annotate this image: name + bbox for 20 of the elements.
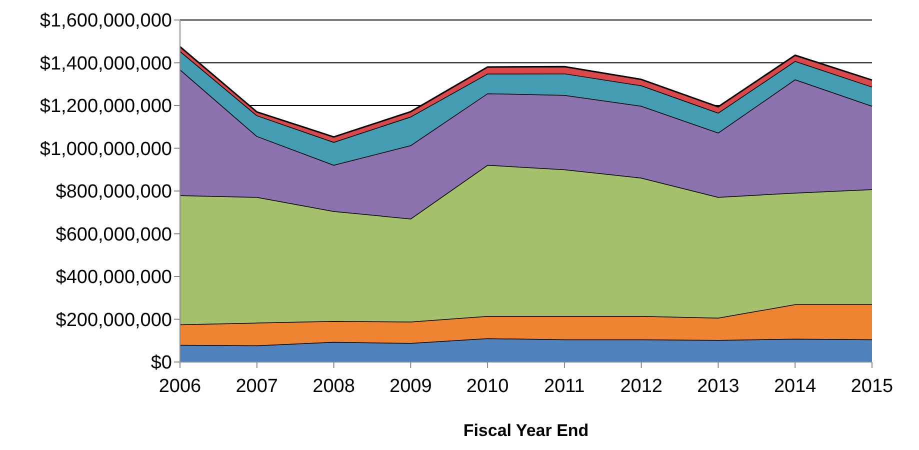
y-tick-label: $600,000,000: [56, 224, 172, 246]
x-axis-title: Fiscal Year End: [463, 421, 589, 440]
x-tick-label: 2008: [312, 376, 355, 397]
x-tick-label: 2009: [390, 376, 432, 397]
y-tick-label: $800,000,000: [56, 182, 172, 203]
y-tick-label: $200,000,000: [56, 310, 172, 331]
x-tick-label: 2006: [158, 376, 202, 397]
y-tick-label: $1,000,000,000: [40, 138, 172, 160]
y-tick-label: $1,200,000,000: [40, 96, 172, 118]
x-tick-label: 2014: [774, 376, 817, 397]
x-tick-label: 2012: [620, 376, 662, 397]
x-tick-label: 2013: [697, 376, 740, 397]
x-tick-label: 2007: [236, 376, 278, 397]
x-tick-label: 2010: [466, 376, 509, 397]
x-tick-label: 2015: [850, 376, 894, 397]
y-tick-label: $1,600,000,000: [40, 10, 172, 32]
y-tick-label: $1,400,000,000: [40, 53, 172, 74]
y-tick-label: $400,000,000: [56, 267, 172, 288]
x-tick-label: 2011: [544, 376, 585, 397]
y-tick-label: $0: [150, 352, 172, 374]
